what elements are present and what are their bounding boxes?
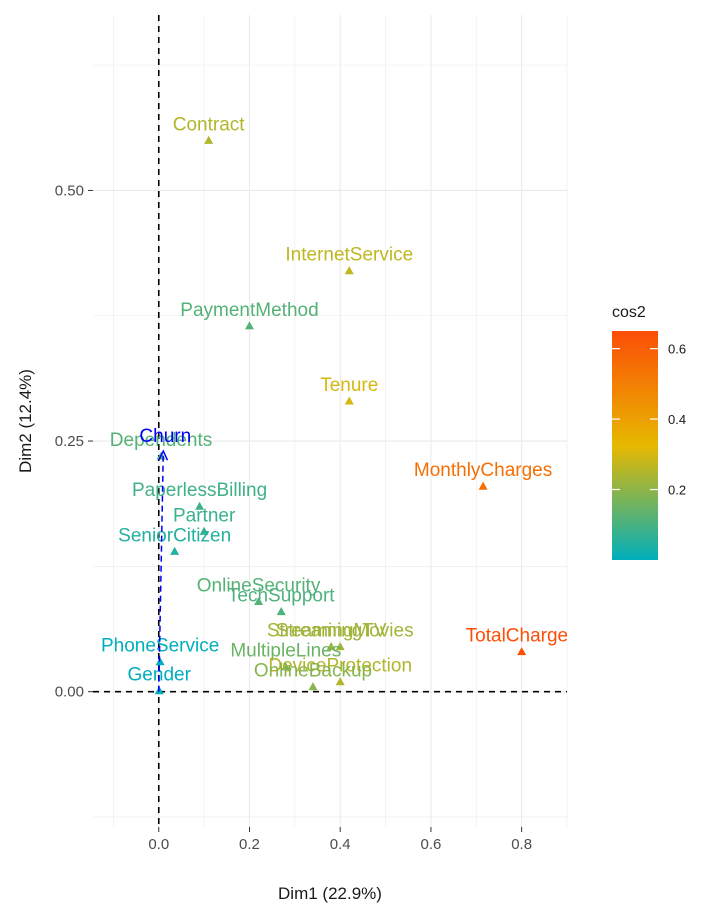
x-tick-label: 0.8 xyxy=(511,836,532,853)
legend-title: cos2 xyxy=(612,304,646,321)
variable-label: StreamingMovies xyxy=(267,621,414,642)
variable-label: MonthlyCharges xyxy=(414,460,552,481)
variable-point xyxy=(335,642,345,651)
legend-tick-label: 0.4 xyxy=(668,412,686,427)
y-axis-title: Dim2 (12.4%) xyxy=(16,369,35,473)
variable-point xyxy=(195,501,205,510)
points-layer: Contract InternetService PaymentMethod Tenu… xyxy=(101,114,578,695)
variable-label: Gender xyxy=(128,665,192,686)
variable-label: InternetService xyxy=(285,245,413,266)
variable-point xyxy=(517,647,527,656)
variable-point xyxy=(478,481,488,490)
variable-label: MultipleLines xyxy=(230,641,341,662)
variable-label: PaymentMethod xyxy=(180,300,318,321)
variable-label: Dependents xyxy=(110,430,212,451)
variable-label: DeviceProtection xyxy=(268,656,412,677)
variable-label: OnlineBackup xyxy=(254,661,372,682)
variable-point xyxy=(281,662,291,671)
legend-tick-label: 0.6 xyxy=(668,342,686,357)
legend-tick-label: 0.2 xyxy=(668,483,686,498)
supplementary-arrow-head xyxy=(158,449,169,461)
variable-point xyxy=(344,396,354,405)
minor-gridlines xyxy=(93,15,568,827)
variable-label: StreamingTV xyxy=(276,621,387,642)
x-axis-title: Dim1 (22.9%) xyxy=(278,884,382,903)
y-tick-label: 0.00 xyxy=(55,684,84,701)
variable-label: OnlineSecurity xyxy=(197,575,321,596)
variable-label: TotalCharges xyxy=(466,626,578,647)
x-tick-label: 0.4 xyxy=(330,836,351,853)
variable-point xyxy=(326,642,336,651)
y-tick-label: 0.50 xyxy=(55,182,84,199)
variable-point xyxy=(244,321,254,330)
supplementary-arrow-line xyxy=(158,451,165,692)
legend-colorbar xyxy=(612,331,658,560)
x-axis: 0.0 0.2 0.4 0.6 0.8 xyxy=(148,827,532,853)
variable-point xyxy=(155,657,165,666)
plot-panel xyxy=(93,15,567,827)
variable-point xyxy=(254,596,264,606)
variable-point xyxy=(335,677,345,686)
variable-label: TechSupport xyxy=(228,585,335,606)
supplementary-label: Churn xyxy=(139,426,191,447)
y-tick-label: 0.25 xyxy=(55,433,84,450)
x-tick-label: 0.6 xyxy=(420,836,441,853)
variable-point xyxy=(308,682,318,691)
variable-label: Contract xyxy=(173,114,246,135)
x-tick-label: 0.0 xyxy=(148,836,169,853)
y-axis: 0.00 0.25 0.50 xyxy=(55,182,93,701)
variable-label: Tenure xyxy=(320,375,378,396)
variable-point xyxy=(204,135,214,144)
legend: cos2 0.2 0.4 0.6 xyxy=(612,304,686,560)
variable-point xyxy=(276,606,286,616)
variable-point xyxy=(170,546,180,555)
variable-point xyxy=(199,526,209,535)
x-tick-label: 0.2 xyxy=(239,836,260,853)
variable-label: PaperlessBilling xyxy=(132,480,267,501)
variable-label: SeniorCitizen xyxy=(118,525,231,546)
variable-point xyxy=(344,266,354,275)
variable-label: Partner xyxy=(173,505,236,526)
